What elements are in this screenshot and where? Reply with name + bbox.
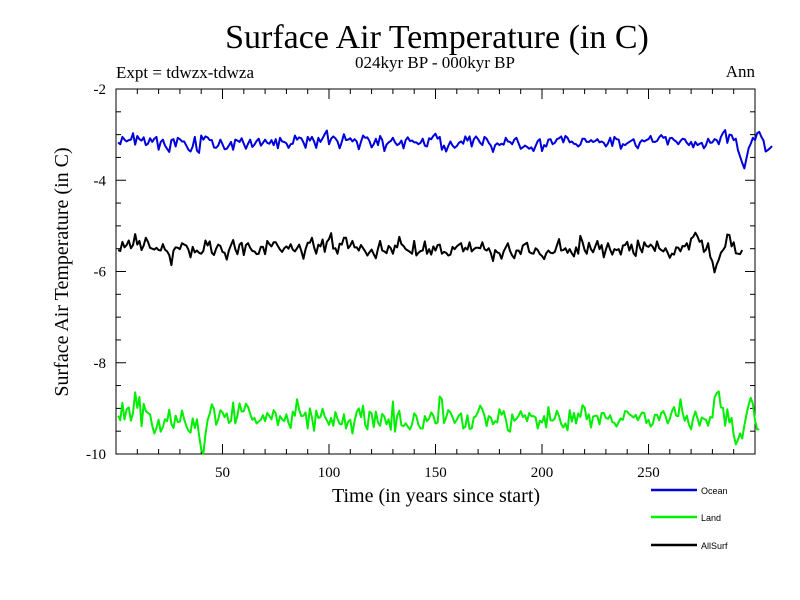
- x-tick-label: 50: [215, 465, 230, 481]
- y-tick-label: -4: [94, 173, 107, 189]
- series-line-ocean: [117, 129, 773, 170]
- legend-label-ocean: Ocean: [701, 486, 728, 496]
- y-tick-label: -10: [86, 447, 106, 463]
- y-tick-label: -8: [94, 356, 107, 372]
- season-label: Ann: [726, 62, 756, 81]
- legend: Ocean Land AllSurf: [651, 486, 728, 551]
- y-axis-label: Surface Air Temperature (in C): [51, 147, 73, 396]
- chart-title: Surface Air Temperature (in C): [225, 19, 649, 56]
- plot-frame: [115, 88, 756, 455]
- x-tick-label: 200: [531, 465, 554, 481]
- experiment-label: Expt = tdwzx-tdwza: [116, 63, 254, 82]
- legend-label-land: Land: [701, 513, 721, 523]
- x-axis-label: Time (in years since start): [332, 485, 540, 507]
- chart-subtitle: 024kyr BP - 000kyr BP: [355, 53, 515, 72]
- axis-ticks: -2 -4 -6 -8 -10 50 100 150 200 250: [86, 82, 755, 481]
- series-line-allsurf: [117, 231, 744, 274]
- legend-label-allsurf: AllSurf: [701, 541, 728, 551]
- x-tick-label: 100: [318, 465, 341, 481]
- x-tick-label: 250: [637, 465, 660, 481]
- y-tick-label: -6: [94, 265, 107, 281]
- series-line-land: [117, 390, 760, 455]
- x-tick-label: 150: [424, 465, 447, 481]
- series-lines: [117, 129, 773, 455]
- y-tick-label: -2: [94, 82, 107, 98]
